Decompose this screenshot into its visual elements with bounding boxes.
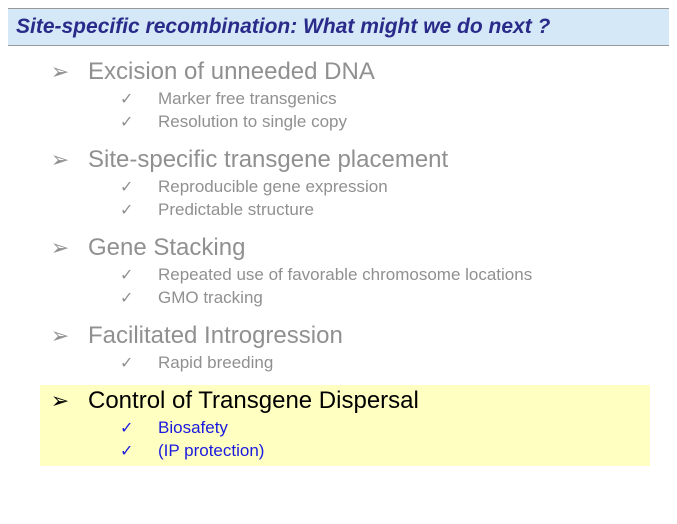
sub-item: ✓ Marker free transgenics [120,88,677,111]
main-item-label: Facilitated Introgression [88,322,343,350]
sub-item: ✓ Biosafety [120,417,640,440]
check-icon: ✓ [120,441,134,463]
sub-item: ✓ Repeated use of favorable chromosome lo… [120,264,677,287]
sub-item-label: Rapid breeding [158,352,273,375]
check-icon: ✓ [120,353,134,375]
chevron-right-icon: ➢ [50,235,70,261]
check-icon: ✓ [120,177,134,199]
sub-item: ✓ Reproducible gene expression [120,176,677,199]
main-item: ➢ Gene Stacking [50,234,677,262]
main-item-label: Gene Stacking [88,234,245,262]
sub-item: ✓ Predictable structure [120,199,677,222]
chevron-right-icon: ➢ [50,59,70,85]
check-icon: ✓ [120,112,134,134]
main-item: ➢ Excision of unneeded DNA [50,58,677,86]
sub-item-label: Repeated use of favorable chromosome loc… [158,264,532,287]
slide-title: Site-specific recombination: What might … [8,8,669,46]
sub-item: ✓ (IP protection) [120,440,640,463]
sub-item-label: (IP protection) [158,440,264,463]
sub-item-label: Reproducible gene expression [158,176,388,199]
chevron-right-icon: ➢ [50,323,70,349]
slide-content: ➢ Excision of unneeded DNA ✓ Marker free tr… [0,46,677,466]
check-icon: ✓ [120,89,134,111]
section: ➢ Control of Transgene Dispersal ✓ Biosafet… [40,385,650,467]
main-item-label: Excision of unneeded DNA [88,58,375,86]
sub-list: ✓ Marker free transgenics ✓ Resolution to s… [120,88,677,134]
sub-list: ✓ Biosafety ✓ (IP protection) [120,417,640,463]
main-item-label: Site-specific transgene placement [88,146,448,174]
sub-list: ✓ Reproducible gene expression ✓ Predictabl… [120,176,677,222]
sub-item: ✓ Rapid breeding [120,352,677,375]
sub-item: ✓ GMO tracking [120,287,677,310]
section: ➢ Gene Stacking ✓ Repeated use of favorable… [50,232,677,314]
main-item: ➢ Control of Transgene Dispersal [50,387,640,415]
check-icon: ✓ [120,418,134,440]
sub-item-label: Resolution to single copy [158,111,347,134]
sub-list: ✓ Repeated use of favorable chromosome lo… [120,264,677,310]
section: ➢ Facilitated Introgression ✓ Rapid breedin… [50,320,677,379]
sub-item-label: Biosafety [158,417,228,440]
section: ➢ Excision of unneeded DNA ✓ Marker free tr… [50,56,677,138]
chevron-right-icon: ➢ [50,388,70,414]
main-item: ➢ Facilitated Introgression [50,322,677,350]
check-icon: ✓ [120,288,134,310]
sub-item: ✓ Resolution to single copy [120,111,677,134]
main-item: ➢ Site-specific transgene placement [50,146,677,174]
sub-item-label: GMO tracking [158,287,263,310]
check-icon: ✓ [120,265,134,287]
check-icon: ✓ [120,200,134,222]
sub-item-label: Marker free transgenics [158,88,337,111]
chevron-right-icon: ➢ [50,147,70,173]
sub-list: ✓ Rapid breeding [120,352,677,375]
section: ➢ Site-specific transgene placement ✓ Repro… [50,144,677,226]
main-item-label: Control of Transgene Dispersal [88,387,419,415]
sub-item-label: Predictable structure [158,199,314,222]
